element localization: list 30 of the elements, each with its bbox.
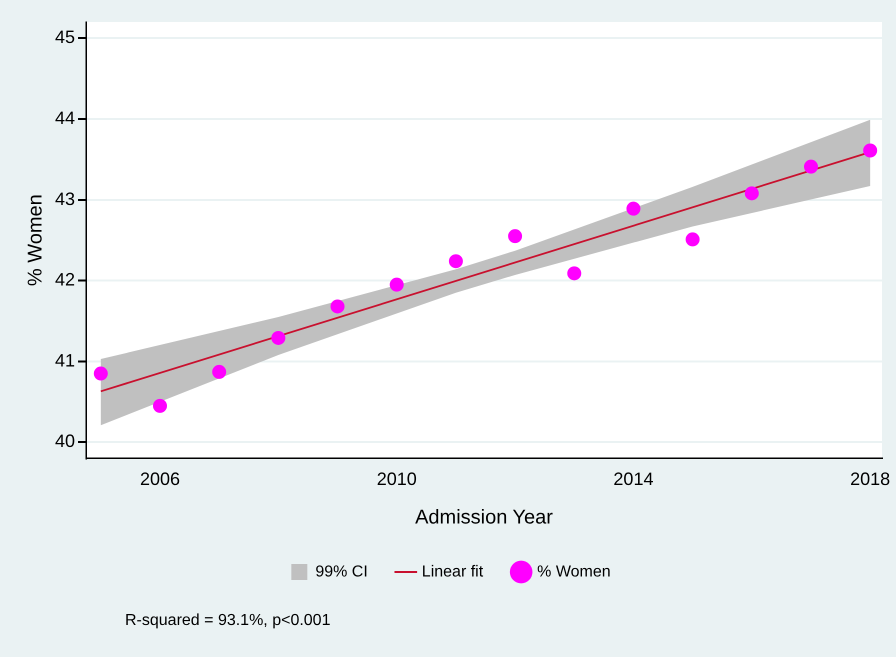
point [626, 202, 640, 216]
point [94, 366, 108, 381]
point [686, 232, 700, 246]
point [212, 364, 226, 379]
point [271, 330, 286, 345]
x-tick-label: 2014 [613, 469, 654, 490]
point [152, 398, 167, 413]
y-tick-label: 44 [54, 108, 76, 128]
x-tick-label: 2006 [140, 469, 180, 490]
point [330, 299, 345, 314]
point [567, 266, 582, 280]
y-tick-label: 43 [54, 188, 76, 209]
y-axis-title: % Women [24, 194, 47, 286]
x-tick-label: 2018 [850, 469, 890, 490]
x-axis-title: Admission Year [415, 506, 554, 529]
text: R-squared = 93.1%, p<0.001 [125, 612, 330, 630]
point [804, 160, 818, 174]
point [508, 229, 522, 244]
legend-label: % Women [537, 563, 611, 580]
point [744, 186, 759, 200]
y-tick-label: 41 [54, 350, 76, 370]
legend-label: 99% CI [315, 563, 368, 580]
point [863, 143, 878, 158]
legend-label: Linear fit [422, 563, 484, 580]
point [448, 254, 463, 268]
x-tick-label: 2010 [376, 469, 417, 490]
y-tick-label: 45 [54, 27, 76, 48]
y-tick-label: 42 [54, 270, 76, 290]
point [390, 278, 404, 292]
y-tick-label: 40 [54, 431, 76, 452]
